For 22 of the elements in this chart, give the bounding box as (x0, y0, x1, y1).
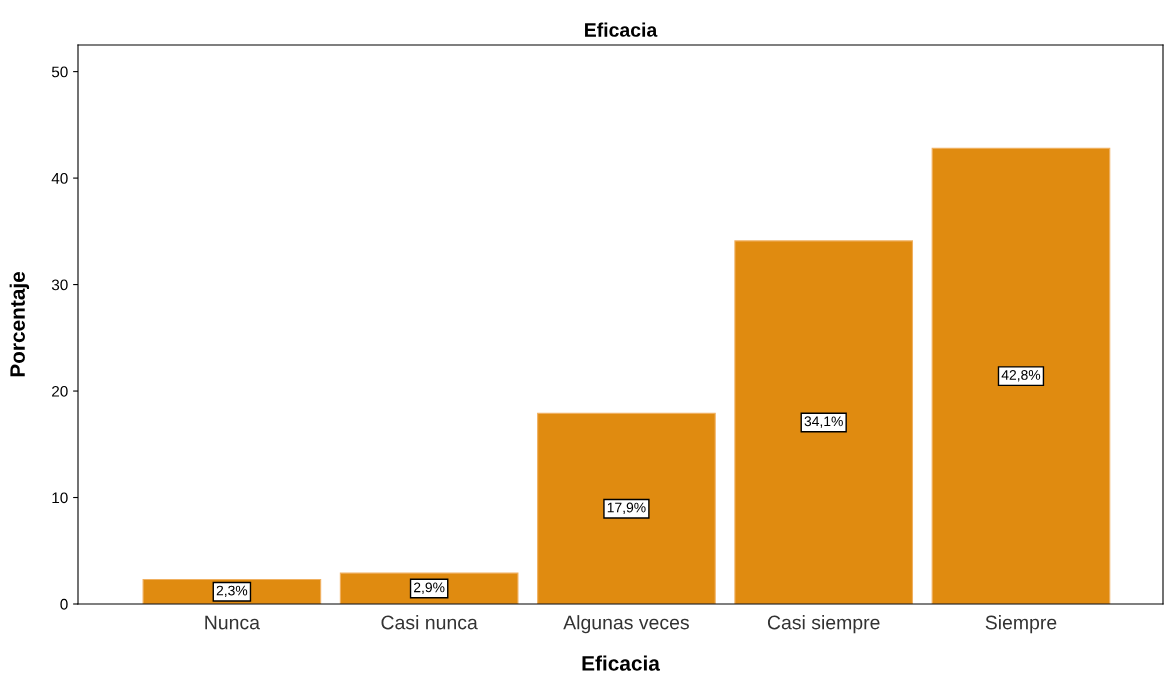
data-label: 34,1% (804, 416, 843, 428)
x-axis-title: Eficacia (582, 655, 661, 671)
y-tick-label: 10 (52, 492, 68, 504)
data-label: 17,9% (607, 502, 646, 515)
y-tick-label: 0 (60, 598, 68, 610)
data-label: 2,3% (216, 585, 248, 598)
bar (734, 240, 914, 604)
x-tick-label: Casi nunca (381, 615, 478, 630)
y-tick-label: 50 (51, 66, 68, 78)
x-tick-label: Algunas veces (563, 615, 689, 634)
y-tick-label: 30 (51, 279, 68, 291)
data-label: 2,9% (414, 582, 445, 594)
x-tick-label: Siempre (985, 615, 1057, 634)
x-tick-label: Nunca (205, 615, 260, 630)
y-axis-title: Porcentaje (9, 271, 30, 377)
chart-title: Eficacia (585, 22, 658, 37)
y-tick-label: 20 (52, 385, 68, 397)
bar (537, 412, 716, 604)
x-tick-label: Casi siempre (767, 615, 880, 634)
data-label: 42,8% (1001, 370, 1041, 382)
bar (931, 147, 1111, 604)
y-tick-label: 40 (51, 172, 68, 184)
